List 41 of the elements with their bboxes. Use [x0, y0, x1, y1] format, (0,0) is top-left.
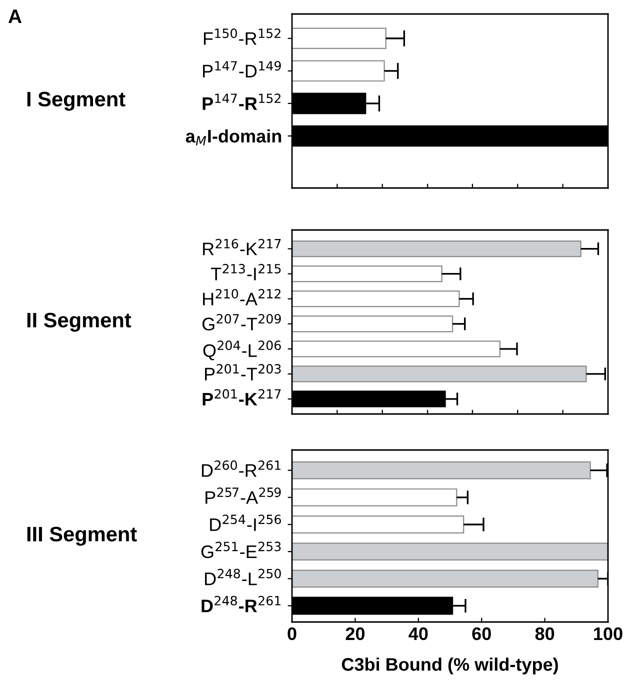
y-axis-title: I Segment: [27, 92, 126, 111]
y-tick-label: D$^{260}$-R$^{261}$: [202, 460, 280, 477]
bar: [292, 542, 608, 561]
y-tick-label: P$^{201}$-K$^{217}$: [202, 389, 281, 406]
y-tick-label: P$^{257}$-A$^{259}$: [206, 488, 281, 504]
bar: [292, 516, 464, 534]
x-tick-label: 60: [472, 627, 491, 640]
y-tick-label: T$^{213}$-I$^{215}$: [211, 264, 281, 280]
bar: [292, 240, 582, 258]
bar: [292, 60, 385, 82]
y-tick-label: D$^{254}$-I$^{256}$: [210, 514, 281, 531]
y-tick-label: R$^{216}$-K$^{217}$: [203, 238, 281, 256]
x-tick-label: 40: [408, 627, 428, 640]
bar: [292, 366, 587, 382]
y-tick-label: P$^{147}$-D$^{149}$: [203, 61, 281, 78]
y-tick-label: Q$^{204}$-L$^{206}$: [203, 340, 281, 360]
bar: [292, 340, 500, 358]
text: A: [8, 10, 22, 24]
y-tick-label: D$^{248}$-L$^{250}$: [205, 568, 281, 586]
y-tick-label: F$^{150}$-R$^{152}$: [204, 28, 280, 45]
y-tick-label: G$^{251}$-E$^{253}$: [201, 542, 281, 558]
x-tick-label: 20: [346, 627, 365, 640]
x-tick-label: 0: [288, 627, 296, 640]
bar: [292, 488, 458, 506]
bar: [292, 28, 386, 50]
y-axis-title: II Segment: [27, 312, 132, 332]
x-tick-label: 100: [594, 627, 622, 640]
bar: [292, 290, 460, 308]
y-tick-label: P$^{201}$-T$^{203}$: [205, 364, 281, 380]
bar: [292, 265, 442, 282]
x-tick-label: 80: [535, 627, 554, 640]
bar: [292, 316, 454, 332]
y-tick-label: a$_{M}$I-domain: [186, 129, 282, 146]
y-axis-title: III Segment: [27, 526, 137, 546]
y-tick-label: H$^{210}$-A$^{212}$: [203, 288, 280, 306]
y-tick-label: G$^{207}$-T$^{209}$: [202, 314, 281, 330]
y-tick-label: P$^{147}$-R$^{152}$: [202, 94, 280, 110]
y-tick-label: D$^{248}$-R$^{261}$: [202, 596, 280, 612]
x-axis-title: C3bi Bound (% wild-type): [342, 658, 558, 674]
bar: [292, 570, 598, 588]
bar: [292, 461, 591, 480]
